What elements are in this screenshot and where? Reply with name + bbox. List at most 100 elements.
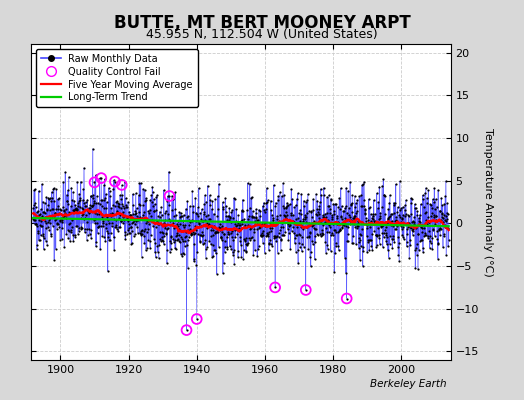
Point xyxy=(313,220,322,227)
Point xyxy=(268,225,276,231)
Point xyxy=(356,231,365,237)
Point xyxy=(326,210,334,216)
Point xyxy=(332,201,341,207)
Point xyxy=(96,246,104,253)
Point xyxy=(372,232,380,238)
Point xyxy=(237,254,246,260)
Point xyxy=(360,196,368,203)
Point xyxy=(232,218,240,224)
Point xyxy=(97,214,106,220)
Point xyxy=(270,234,279,241)
Point xyxy=(348,192,356,199)
Point xyxy=(134,216,143,223)
Point xyxy=(250,222,259,228)
Point xyxy=(36,237,44,243)
Point xyxy=(209,227,217,234)
Point xyxy=(252,206,260,212)
Point xyxy=(129,216,138,223)
Point xyxy=(91,215,99,222)
Point xyxy=(219,199,227,206)
Point xyxy=(137,232,145,238)
Point xyxy=(53,225,61,232)
Point xyxy=(148,184,157,190)
Point xyxy=(327,197,335,204)
Point xyxy=(138,226,146,233)
Point xyxy=(165,216,173,222)
Point xyxy=(267,241,275,247)
Point xyxy=(137,254,146,260)
Point xyxy=(142,220,150,226)
Point xyxy=(127,212,135,218)
Point xyxy=(248,212,256,219)
Point xyxy=(84,204,93,211)
Point xyxy=(335,228,343,234)
Point xyxy=(297,240,305,247)
Point xyxy=(341,203,350,210)
Point xyxy=(104,185,113,191)
Point xyxy=(272,233,281,239)
Point xyxy=(168,206,176,213)
Point xyxy=(307,249,315,255)
Point xyxy=(111,203,119,210)
Point xyxy=(295,210,303,216)
Point xyxy=(215,225,224,232)
Point xyxy=(238,220,246,227)
Point xyxy=(430,212,438,219)
Point xyxy=(359,248,368,254)
Point xyxy=(66,210,74,216)
Point xyxy=(399,224,407,230)
Point xyxy=(126,230,134,236)
Point xyxy=(221,195,230,201)
Point xyxy=(49,212,58,219)
Point xyxy=(366,224,375,230)
Point xyxy=(269,219,278,225)
Point xyxy=(90,200,98,206)
Point xyxy=(379,176,388,182)
Point xyxy=(254,220,263,226)
Point xyxy=(230,260,238,267)
Point xyxy=(427,233,435,239)
Point xyxy=(219,270,227,276)
Point xyxy=(337,216,346,223)
Point xyxy=(418,224,427,231)
Point xyxy=(336,185,345,191)
Point xyxy=(250,226,258,232)
Point xyxy=(366,204,374,210)
Point xyxy=(232,206,241,212)
Point xyxy=(226,215,234,221)
Point xyxy=(340,219,348,226)
Point xyxy=(378,244,387,250)
Point xyxy=(367,243,376,249)
Point xyxy=(308,222,316,229)
Point xyxy=(192,261,201,268)
Point xyxy=(435,217,443,223)
Point xyxy=(329,232,337,238)
Point xyxy=(162,226,171,232)
Point xyxy=(89,195,97,201)
Point xyxy=(40,209,48,215)
Point xyxy=(274,197,282,204)
Point xyxy=(432,196,440,202)
Point xyxy=(127,240,136,246)
Point xyxy=(221,238,229,244)
Point xyxy=(233,222,241,229)
Point xyxy=(167,234,175,240)
Point xyxy=(115,214,124,221)
Point xyxy=(215,224,224,231)
Point xyxy=(59,204,67,211)
Point xyxy=(236,234,244,240)
Point xyxy=(311,238,320,245)
Point xyxy=(106,193,115,199)
Point xyxy=(285,237,293,243)
Point xyxy=(270,234,278,241)
Point xyxy=(60,212,68,219)
Point xyxy=(282,214,290,221)
Point xyxy=(56,217,64,223)
Point xyxy=(93,210,102,217)
Point xyxy=(329,221,337,228)
Point xyxy=(62,206,70,212)
Point xyxy=(228,234,236,240)
Point xyxy=(78,212,86,218)
Point xyxy=(392,217,400,224)
Point xyxy=(210,210,218,217)
